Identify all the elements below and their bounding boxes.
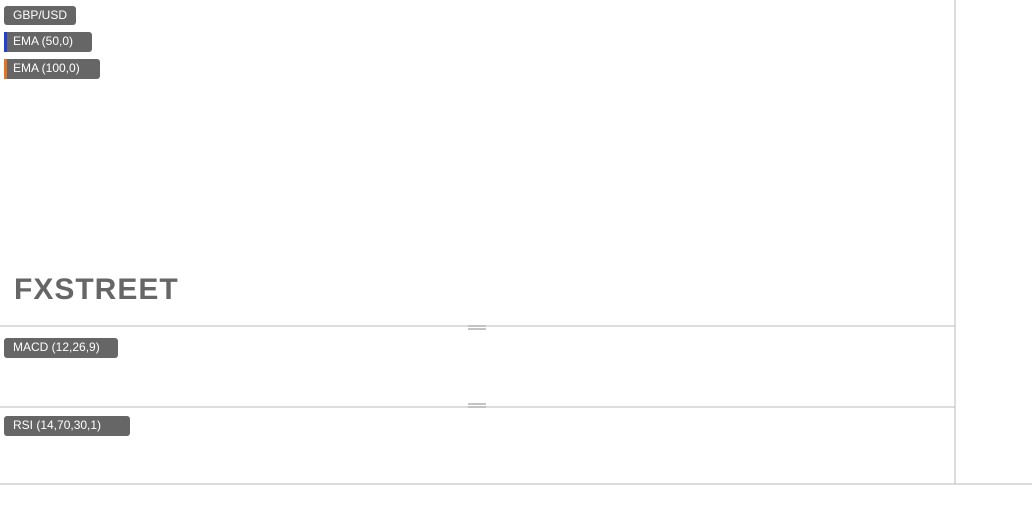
legend-label: EMA (100,0) — [13, 61, 80, 75]
legend-box — [4, 6, 76, 25]
legend-label: GBP/USD — [13, 8, 67, 22]
resize-handle[interactable] — [468, 403, 486, 408]
legend-label: EMA (50,0) — [13, 34, 73, 48]
resize-handle[interactable] — [468, 325, 486, 330]
legend-label: RSI (14,70,30,1) — [13, 418, 101, 432]
legend: GBP/USD EMA (50,0) EMA (100,0) MACD (12,… — [4, 6, 130, 436]
legend-box — [4, 338, 118, 358]
legend-box — [4, 416, 130, 436]
legend-label: MACD (12,26,9) — [13, 340, 100, 354]
watermark: FXSTREET — [14, 273, 179, 306]
legend-box — [4, 59, 100, 79]
legend-swatch — [4, 59, 7, 79]
legend-box — [4, 32, 92, 52]
legend-swatch — [4, 32, 7, 52]
